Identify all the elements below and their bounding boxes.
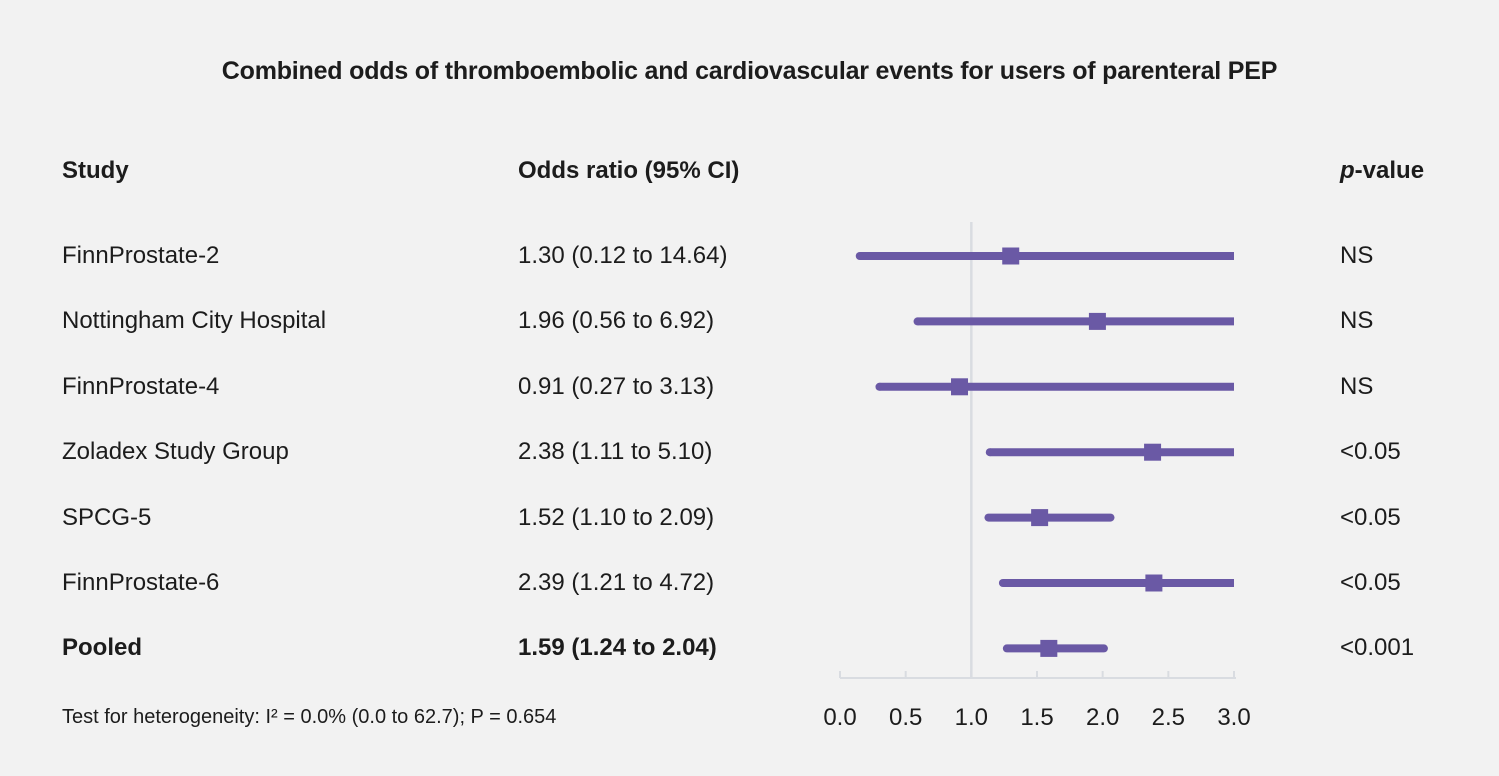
p-value: <0.001 — [1340, 634, 1415, 662]
odds-ratio-value: 1.96 (0.56 to 6.92) — [518, 307, 715, 335]
p-value-rest: -value — [1354, 157, 1425, 184]
table-row: Nottingham City Hospital 1.96 (0.56 to 6… — [0, 305, 1499, 337]
or-marker — [951, 378, 969, 396]
odds-ratio-value: 2.38 (1.11 to 5.10) — [518, 438, 713, 466]
x-axis-tick-label: 3.0 — [1217, 704, 1250, 731]
table-row: SPCG-5 1.52 (1.10 to 2.09) <0.05 — [0, 502, 1499, 534]
p-value-italic-p: p — [1340, 157, 1355, 184]
p-value: <0.05 — [1340, 438, 1401, 466]
chart-title: Combined odds of thromboembolic and card… — [221, 57, 1278, 85]
ci-line-left-cap — [875, 382, 884, 391]
heterogeneity-note: Test for heterogeneity: I² = 0.0% (0.0 t… — [62, 706, 557, 728]
ci-line-left-cap — [998, 579, 1007, 587]
study-name: FinnProstate-4 — [62, 372, 220, 400]
p-value: NS — [1340, 372, 1374, 400]
or-marker — [1002, 247, 1020, 265]
p-value: NS — [1340, 307, 1374, 335]
or-marker — [1088, 312, 1106, 330]
study-name: Pooled — [62, 634, 143, 662]
x-axis-tick-label: 1.0 — [955, 704, 988, 731]
column-header-study: Study — [62, 157, 129, 184]
ci-line-left-cap — [913, 317, 922, 326]
study-name: Nottingham City Hospital — [62, 307, 327, 335]
p-value: <0.05 — [1340, 569, 1401, 596]
x-axis-tick-label: 2.0 — [1086, 704, 1119, 731]
odds-ratio-value: 1.59 (1.24 to 2.04) — [518, 634, 717, 662]
table-row: Pooled 1.59 (1.24 to 2.04) <0.001 — [0, 632, 1499, 664]
x-axis-tick-label: 2.5 — [1152, 704, 1185, 731]
odds-ratio-value: 1.30 (0.12 to 14.64) — [518, 242, 728, 269]
study-name: Zoladex Study Group — [62, 438, 289, 466]
p-value: <0.05 — [1340, 503, 1401, 531]
column-header-p-value: p-value — [1340, 156, 1424, 186]
study-name: SPCG-5 — [62, 503, 152, 531]
table-row: FinnProstate-4 0.91 (0.27 to 3.13) NS — [0, 371, 1499, 403]
x-axis-tick-label: 0.5 — [889, 704, 922, 731]
x-axis-tick-label: 1.5 — [1020, 704, 1053, 731]
or-marker — [1145, 574, 1163, 592]
x-axis-tick-label: 0.0 — [823, 704, 856, 731]
study-name: FinnProstate-2 — [62, 242, 220, 269]
column-header-odds-ratio: Odds ratio (95% CI) — [518, 157, 740, 184]
study-name: FinnProstate-6 — [62, 569, 220, 596]
table-row: Zoladex Study Group 2.38 (1.11 to 5.10) … — [0, 436, 1499, 468]
ci-line-left-cap — [855, 252, 864, 260]
or-marker — [1031, 509, 1049, 527]
odds-ratio-value: 1.52 (1.10 to 2.09) — [518, 503, 715, 531]
odds-ratio-value: 2.39 (1.21 to 4.72) — [518, 569, 715, 596]
table-row: FinnProstate-2 1.30 (0.12 to 14.64) NS — [0, 240, 1499, 272]
table-row: FinnProstate-6 2.39 (1.21 to 4.72) <0.05 — [0, 567, 1499, 599]
ci-line-left-cap — [985, 448, 994, 457]
p-value: NS — [1340, 242, 1374, 269]
odds-ratio-value: 0.91 (0.27 to 3.13) — [518, 372, 715, 400]
or-marker — [1040, 639, 1058, 657]
or-marker — [1144, 443, 1162, 461]
